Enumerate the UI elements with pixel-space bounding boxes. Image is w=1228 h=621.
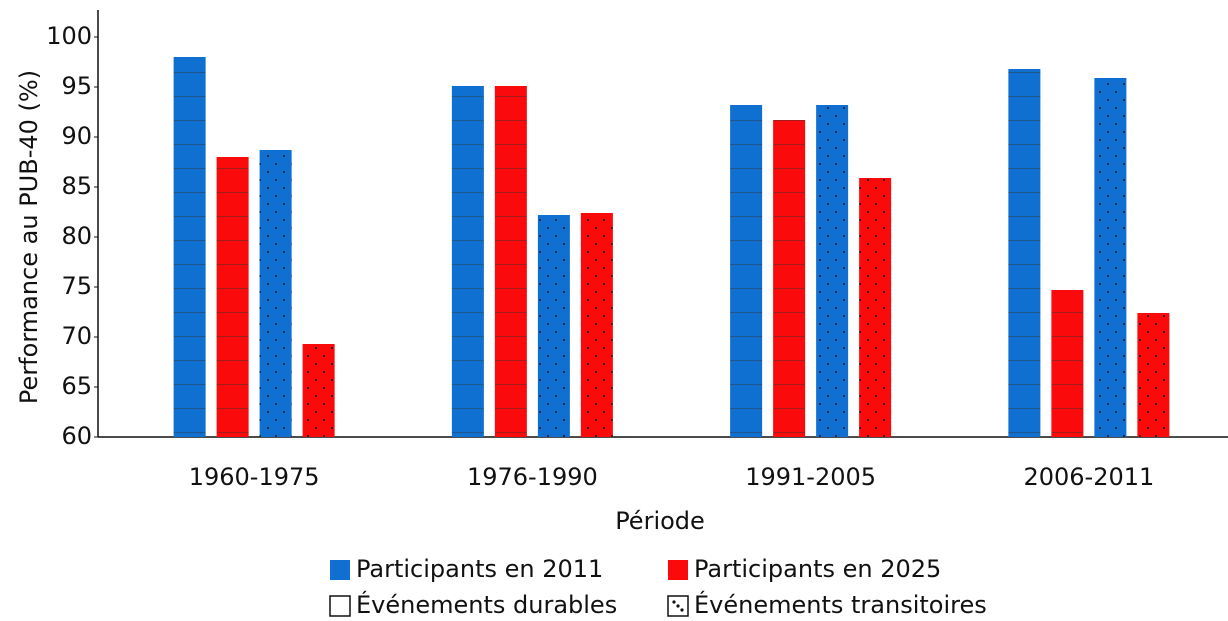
bar [216,157,249,437]
legend-label: Événements transitoires [694,590,987,619]
bar [302,344,335,437]
y-tick-label: 60 [61,422,92,450]
bar [773,120,806,437]
legend-dot [676,604,680,608]
x-tick-label: 1960-1975 [189,463,320,491]
x-tick-label: 1976-1990 [467,463,598,491]
legend-dot [680,608,684,612]
y-tick-label: 100 [46,22,92,50]
legend-label: Événements durables [356,590,617,619]
y-tick-label: 90 [61,122,92,150]
bar [451,86,484,437]
bar [859,178,892,437]
legend-label: Participants en 2011 [356,555,603,583]
bar [1137,313,1170,437]
bar [1094,78,1127,437]
x-tick-label: 2006-2011 [1023,463,1154,491]
bar [816,105,849,437]
bar [259,150,292,437]
legend-swatch [668,560,688,580]
y-tick-label: 70 [61,322,92,350]
bar [494,86,527,437]
x-tick-label: 1991-2005 [745,463,876,491]
y-tick-label: 75 [61,272,92,300]
y-tick-label: 80 [61,222,92,250]
bar [580,213,613,437]
y-tick-label: 95 [61,72,92,100]
bar [537,215,570,437]
bar [1051,290,1084,437]
legend-swatch [329,595,351,617]
y-tick-label: 65 [61,372,92,400]
legend-label: Participants en 2025 [694,555,941,583]
bar [730,105,763,437]
legend-swatch [330,560,350,580]
x-axis-label: Période [615,507,705,535]
legend-dot [672,600,676,604]
bar [173,57,206,437]
bar [1008,69,1041,437]
y-tick-label: 85 [61,172,92,200]
y-axis-label: Performance au PUB-40 (%) [15,70,43,404]
